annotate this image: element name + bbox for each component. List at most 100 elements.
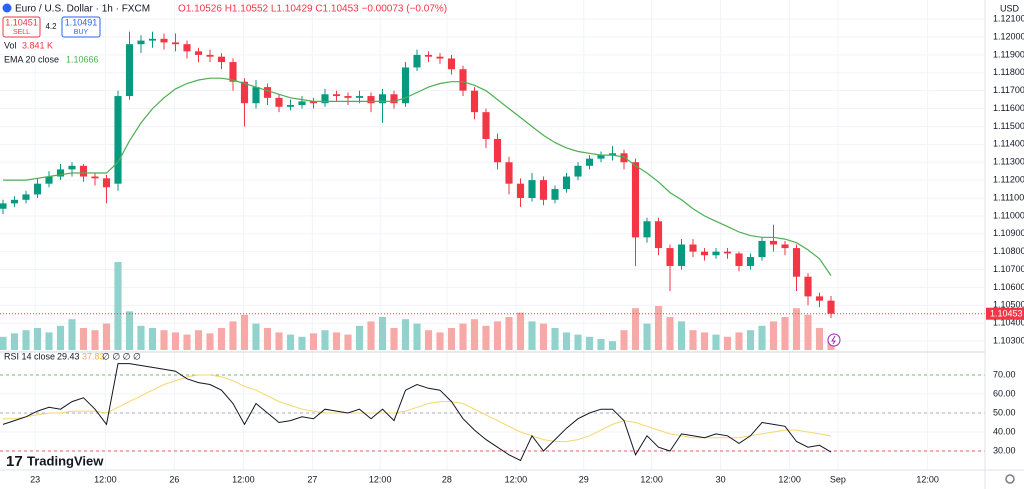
- volume-bar: [539, 323, 548, 350]
- volume-bar: [689, 330, 697, 350]
- sell-label: SELL: [13, 29, 30, 36]
- candle-body: [585, 158, 594, 166]
- candle-body: [22, 194, 30, 200]
- candle-body: [815, 296, 824, 301]
- y-tick-label: 1.11500: [993, 121, 1024, 131]
- buy-button[interactable]: [61, 16, 101, 38]
- volume-bar: [68, 319, 76, 350]
- settings-icon[interactable]: [1005, 474, 1015, 484]
- volume-bar: [33, 328, 42, 350]
- y-tick-label: 1.11100: [993, 192, 1024, 202]
- volume-value: 3.841 K: [22, 40, 53, 50]
- candle-body: [275, 97, 283, 107]
- y-tick-label: 1.12100: [993, 14, 1024, 24]
- sell-button[interactable]: [2, 16, 41, 38]
- candle-body: [620, 153, 628, 163]
- volume-bar: [804, 314, 812, 350]
- y-tick-label: 1.11600: [993, 103, 1024, 113]
- candle-body: [33, 183, 42, 195]
- volume-bar: [148, 328, 157, 350]
- volume-bar: [309, 333, 318, 350]
- symbol-icon: [2, 3, 12, 13]
- candle-body: [735, 253, 743, 266]
- candle-body: [56, 169, 65, 177]
- x-tick-label: 12:00: [640, 474, 663, 484]
- x-tick-label: 12:00: [505, 474, 528, 484]
- candle-body: [91, 176, 99, 179]
- volume-bar: [585, 336, 594, 350]
- volume-bar: [562, 332, 571, 350]
- watermark-logo: 17: [6, 453, 23, 470]
- candle-body: [309, 101, 318, 104]
- candle-body: [493, 138, 502, 163]
- candle-body: [459, 69, 467, 91]
- candle-body: [102, 178, 111, 188]
- volume-bar: [125, 311, 134, 350]
- candle-body: [0, 203, 7, 209]
- rsi-extra: ∅ ∅ ∅ ∅: [102, 351, 141, 361]
- candle-body: [574, 165, 582, 177]
- ema-value: 1.10666: [66, 54, 99, 64]
- spread: 4.2: [45, 22, 57, 31]
- volume-bar: [620, 330, 628, 350]
- rsi-tick-label: 30.00: [993, 445, 1016, 455]
- volume-bar: [482, 325, 490, 350]
- rsi-ma-value: 37.83: [82, 351, 105, 361]
- candle-body: [597, 155, 605, 159]
- candle-body: [712, 251, 720, 256]
- volume-bar: [792, 308, 801, 350]
- x-tick-label: Sep: [830, 474, 846, 484]
- candle-body: [332, 94, 341, 97]
- y-tick-label: 1.10600: [993, 282, 1024, 292]
- candle-body: [217, 56, 226, 63]
- volume-bar: [574, 334, 582, 350]
- candle-body: [160, 38, 168, 43]
- volume-bar: [114, 262, 122, 350]
- candle-body: [171, 42, 180, 45]
- candle-body: [562, 176, 571, 190]
- candle-body: [482, 112, 490, 139]
- x-tick-label: 12:00: [778, 474, 801, 484]
- volume-bar: [424, 330, 433, 350]
- volume-bar: [746, 330, 755, 350]
- y-tick-label: 1.10300: [993, 335, 1024, 345]
- volume-bar: [677, 321, 686, 350]
- volume-bar: [321, 330, 329, 350]
- candle-body: [700, 251, 709, 256]
- last-price-box: [986, 307, 1024, 320]
- candle-body: [746, 257, 755, 266]
- volume-bar: [712, 334, 720, 350]
- ema-label: EMA 20 close: [4, 54, 59, 64]
- axes: 23 12:00 26 12:00 27 12:00 28 12:00 29 12:00 30 12:…: [30, 14, 1024, 484]
- x-tick-label: 26: [169, 474, 179, 484]
- volume-bar: [22, 330, 30, 350]
- x-tick-label: 30: [716, 474, 726, 484]
- volume-bar: [597, 339, 605, 350]
- candle-body: [114, 96, 122, 184]
- candle-body: [367, 96, 375, 104]
- candle-body: [79, 165, 88, 177]
- volume-bar: [194, 330, 203, 350]
- volume-name: Vol: [4, 40, 17, 50]
- alert-icon[interactable]: [827, 333, 841, 347]
- candle-body: [505, 162, 513, 184]
- candle-body: [137, 40, 145, 45]
- volume-bar: [91, 330, 99, 350]
- candle-body: [183, 44, 191, 52]
- rsi-label: RSI 14 close: [4, 351, 55, 361]
- volume-bar: [413, 323, 421, 350]
- candle-body: [424, 54, 433, 57]
- volume-bar: [160, 330, 168, 350]
- currency: USD: [1000, 3, 1020, 13]
- volume-bar: [608, 341, 617, 350]
- candle-body: [792, 248, 801, 277]
- y-tick-label: 1.10900: [993, 228, 1024, 238]
- volume-bar: [493, 321, 502, 350]
- volume-bar: [0, 336, 7, 350]
- candle-body: [125, 44, 134, 97]
- volume-bar: [769, 321, 778, 350]
- alert-icon-bolt: [831, 335, 836, 345]
- candle-body: [252, 87, 260, 104]
- buy-label: BUY: [74, 29, 89, 36]
- y-tick-label: 1.10500: [993, 300, 1024, 310]
